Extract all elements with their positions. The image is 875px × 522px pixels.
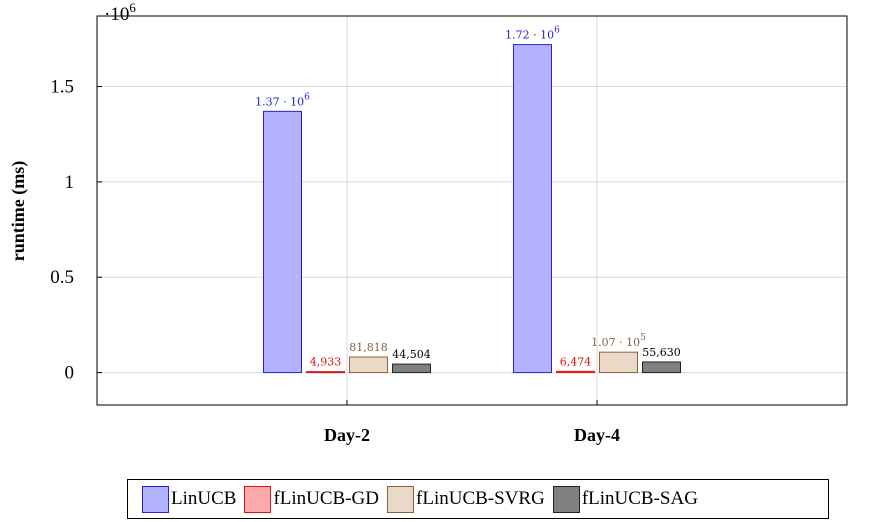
data-label-text: 55,630 <box>642 346 681 359</box>
legend-item-flinucb-sag: fLinUCB-SAG <box>552 485 698 513</box>
data-label-text: 1.07 · 10 <box>591 336 640 349</box>
bar-flinucb-sag-day-4 <box>642 361 681 374</box>
legend: LinUCB fLinUCB-GD fLinUCB-SVRG fLinUCB-SAG <box>127 479 829 519</box>
grid-lines <box>97 16 847 405</box>
y-scale-exponent: 6 <box>129 0 136 15</box>
data-label: 55,630 <box>642 346 681 359</box>
legend-item-flinucb-gd: fLinUCB-GD <box>244 485 380 513</box>
x-axis-categories: Day-2 Day-4 <box>324 425 620 445</box>
legend-swatch <box>552 485 580 513</box>
y-tick-label: 0.5 <box>50 267 74 288</box>
legend-label: fLinUCB-GD <box>273 488 380 509</box>
legend-label: LinUCB <box>171 488 237 509</box>
bar-linucb-day-2 <box>263 110 302 374</box>
data-label-text: 6,474 <box>560 355 592 368</box>
y-tick-label: 1 <box>65 172 75 193</box>
bar-linucb-day-4 <box>513 44 552 374</box>
y-axis-label: runtime (ms) <box>8 161 29 261</box>
legend-swatch <box>142 485 169 513</box>
y-scale-multiplier: ·106 <box>104 0 136 25</box>
legend-label: fLinUCB-SVRG <box>416 488 545 509</box>
data-label-text: 1.37 · 10 <box>255 95 304 108</box>
legend-label: fLinUCB-SAG <box>581 488 698 509</box>
bar-flinucb-gd-day-4 <box>556 370 595 374</box>
data-label: 6,474 <box>560 355 592 368</box>
legend-item-flinucb-svrg: fLinUCB-SVRG <box>387 485 545 513</box>
data-label-text: 44,504 <box>392 348 431 361</box>
data-label-exponent: 6 <box>304 92 310 102</box>
data-label: 4,933 <box>310 356 342 369</box>
x-category-label: Day-4 <box>574 425 620 445</box>
y-scale-base: ·10 <box>104 4 129 25</box>
bar-flinucb-gd-day-2 <box>306 371 345 374</box>
data-label: 81,818 <box>349 341 388 354</box>
data-label: 44,504 <box>392 348 431 361</box>
y-axis-ticks: 0 0.5 1 1.5 <box>50 77 598 405</box>
bar-flinucb-svrg-day-2 <box>349 356 388 374</box>
data-label-text: 1.72 · 10 <box>505 29 554 42</box>
data-label-text: 4,933 <box>310 356 342 369</box>
y-tick-label: 1.5 <box>50 77 74 98</box>
data-label: 1.37 · 106 <box>255 92 310 108</box>
y-tick-label: 0 <box>65 363 75 384</box>
bar-flinucb-sag-day-2 <box>392 363 431 374</box>
legend-item-linucb: LinUCB <box>142 485 237 513</box>
legend-swatch <box>387 485 415 513</box>
data-label-exponent: 5 <box>640 333 646 343</box>
bar-chart: 00.511.5 1.37 · 1064,93381,81844,5041.72… <box>8 0 848 445</box>
data-label: 1.07 · 105 <box>591 333 646 349</box>
x-category-label: Day-2 <box>324 425 370 445</box>
legend-swatch <box>244 485 272 513</box>
data-label-exponent: 6 <box>554 26 560 36</box>
bar-flinucb-svrg-day-4 <box>599 351 638 374</box>
data-label-text: 81,818 <box>349 341 388 354</box>
data-label: 1.72 · 106 <box>505 26 560 42</box>
plot-frame <box>96 15 848 406</box>
